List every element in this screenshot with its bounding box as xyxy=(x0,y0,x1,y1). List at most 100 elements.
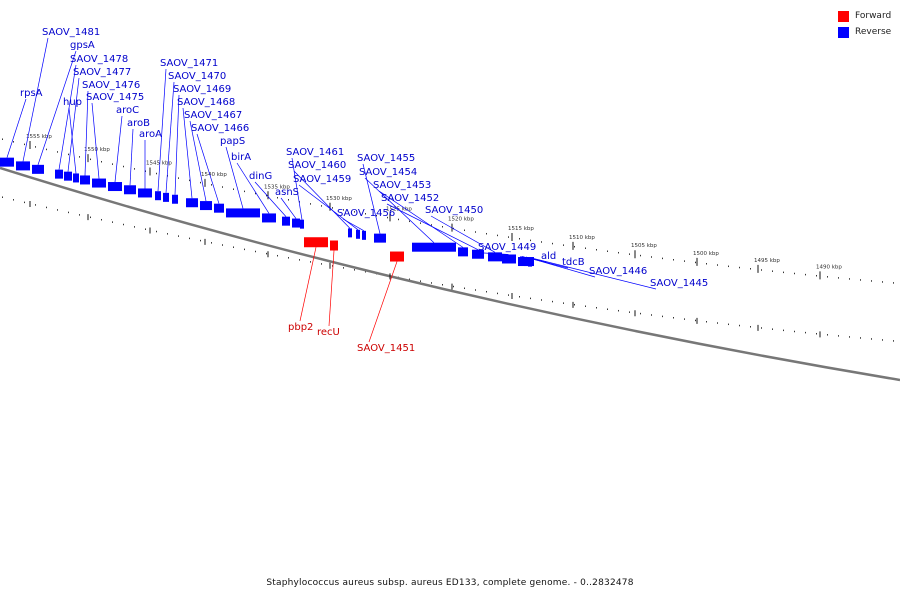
forward-gene-feature[interactable] xyxy=(390,251,404,262)
reverse-gene-feature[interactable] xyxy=(64,171,72,181)
reverse-gene-label: SAOV_1475 xyxy=(86,92,144,103)
track-dot xyxy=(101,218,102,221)
reverse-gene-feature[interactable] xyxy=(524,257,528,267)
track-dot xyxy=(838,277,839,279)
reverse-gene-feature[interactable] xyxy=(214,203,224,213)
track-dot xyxy=(200,181,201,184)
reverse-gene-label: SAOV_1452 xyxy=(381,193,439,204)
gene-leader-line xyxy=(6,98,27,158)
reverse-gene-feature[interactable] xyxy=(362,230,366,240)
gene-leader-line xyxy=(293,170,351,229)
gene-leader-line xyxy=(129,128,134,186)
track-dot xyxy=(244,190,245,193)
reverse-gene-feature[interactable] xyxy=(92,178,106,188)
reverse-gene-feature[interactable] xyxy=(300,219,304,229)
track-dot xyxy=(541,241,542,243)
reverse-gene-feature[interactable] xyxy=(0,157,14,167)
track-dot xyxy=(178,235,179,237)
reverse-gene-feature[interactable] xyxy=(172,194,178,204)
track-dot xyxy=(849,278,850,280)
kbp-tick-label: 1530 kbp xyxy=(326,196,352,202)
kbp-tick-label: 1525 kbp xyxy=(386,206,412,212)
track-dot xyxy=(893,340,894,342)
kbp-tick-label: 1555 kbp xyxy=(26,134,52,140)
reverse-gene-label: aroA xyxy=(139,129,162,140)
reverse-gene-feature[interactable] xyxy=(226,208,260,218)
track-dot xyxy=(46,206,47,209)
reverse-gene-feature[interactable] xyxy=(520,256,524,266)
track-dot xyxy=(464,229,465,232)
kbp-tick-label: 1490 kbp xyxy=(816,264,842,270)
forward-gene-feature[interactable] xyxy=(330,240,338,251)
track-dot xyxy=(321,205,322,207)
reverse-gene-label: aroB xyxy=(127,118,150,129)
gene-leader-line xyxy=(299,247,317,322)
reverse-gene-feature[interactable] xyxy=(32,164,44,174)
track-dot xyxy=(79,214,80,216)
reverse-gene-feature[interactable] xyxy=(200,201,212,211)
track-dot xyxy=(486,290,487,293)
track-dot xyxy=(827,276,828,278)
track-dot xyxy=(2,196,3,198)
track-dot xyxy=(24,201,25,204)
reverse-gene-feature[interactable] xyxy=(108,182,122,192)
reverse-gene-feature[interactable] xyxy=(472,249,484,259)
track-dot xyxy=(134,226,135,228)
reverse-gene-label: SAOV_1478 xyxy=(70,54,128,65)
reverse-gene-feature[interactable] xyxy=(163,192,169,202)
reverse-gene-label: SAOV_1470 xyxy=(168,71,226,82)
legend-reverse-label: Reverse xyxy=(855,27,892,37)
reverse-gene-feature[interactable] xyxy=(374,233,386,243)
track-dot xyxy=(860,279,861,281)
track-dot xyxy=(574,245,575,248)
kbp-tick-label: 1510 kbp xyxy=(569,235,595,241)
track-dot xyxy=(365,271,366,273)
gene-leader-line xyxy=(68,107,77,174)
reverse-gene-feature[interactable] xyxy=(356,229,360,239)
track-dot xyxy=(123,223,124,226)
track-dot xyxy=(189,237,190,240)
reverse-gene-feature[interactable] xyxy=(282,216,290,226)
reverse-gene-feature[interactable] xyxy=(262,213,276,223)
gene-leader-line xyxy=(298,184,359,231)
reverse-gene-feature[interactable] xyxy=(124,185,136,195)
track-dot xyxy=(607,308,608,310)
track-dot xyxy=(233,188,234,190)
reverse-gene-feature[interactable] xyxy=(292,218,300,228)
gene-leader-line xyxy=(529,257,657,290)
track-dot xyxy=(13,199,14,201)
reverse-gene-label: SAOV_1477 xyxy=(73,67,131,78)
kbp-tick-label: 1550 kbp xyxy=(84,147,110,153)
reverse-gene-feature[interactable] xyxy=(348,228,352,238)
reverse-gene-feature[interactable] xyxy=(458,247,468,257)
forward-gene-feature[interactable] xyxy=(304,237,328,248)
track-dot xyxy=(376,214,377,217)
reverse-gene-feature[interactable] xyxy=(16,161,30,171)
reverse-gene-feature[interactable] xyxy=(412,242,456,252)
track-dot xyxy=(695,261,696,264)
track-dot xyxy=(255,192,256,195)
reverse-gene-label: SAOV_1450 xyxy=(425,205,483,216)
reverse-gene-feature[interactable] xyxy=(155,191,161,201)
reverse-gene-feature[interactable] xyxy=(186,198,198,208)
track-dot xyxy=(673,259,674,261)
track-dot xyxy=(398,218,399,221)
track-dot xyxy=(761,327,762,329)
reverse-gene-label: ald xyxy=(541,251,556,262)
reverse-gene-feature[interactable] xyxy=(55,169,63,179)
track-dot xyxy=(882,339,883,341)
reverse-gene-label: SAOV_1476 xyxy=(82,80,140,91)
track-dot xyxy=(420,280,421,282)
reverse-gene-feature[interactable] xyxy=(80,175,90,185)
reverse-gene-feature[interactable] xyxy=(73,173,79,183)
reverse-gene-label: SAOV_1459 xyxy=(293,174,351,185)
reverse-gene-feature[interactable] xyxy=(502,254,516,264)
reverse-gene-feature[interactable] xyxy=(488,252,502,262)
reverse-gene-feature[interactable] xyxy=(528,257,532,267)
reverse-gene-label: SAOV_1449 xyxy=(478,242,536,253)
forward-gene-label: pbp2 xyxy=(288,322,313,333)
reverse-gene-feature[interactable] xyxy=(138,188,152,198)
track-dot xyxy=(233,246,234,248)
legend-reverse: Reverse xyxy=(838,24,891,40)
